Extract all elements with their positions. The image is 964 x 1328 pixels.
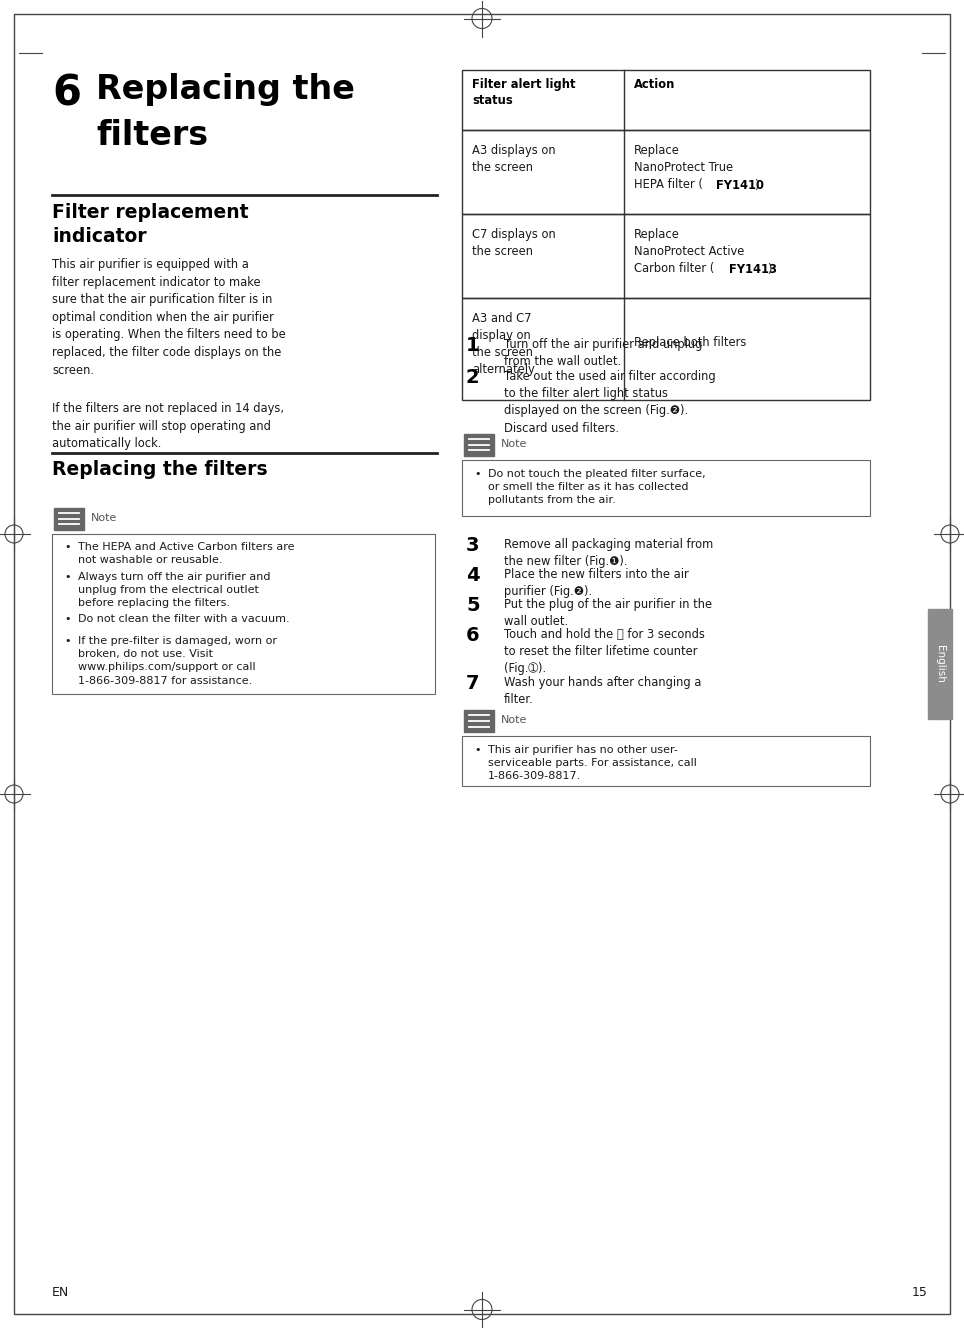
Bar: [52, 534, 435, 695]
Text: Replacing the: Replacing the: [96, 73, 355, 106]
Text: 5: 5: [466, 596, 480, 615]
Bar: [464, 710, 494, 732]
Text: Filter alert light
status: Filter alert light status: [472, 78, 576, 108]
Text: ): ): [767, 263, 771, 276]
Text: Do not touch the pleated filter surface,
or smell the filter as it has collected: Do not touch the pleated filter surface,…: [488, 469, 706, 506]
Text: Replace both filters: Replace both filters: [634, 336, 746, 349]
Text: 4: 4: [466, 566, 480, 586]
Text: 2: 2: [466, 368, 480, 386]
Text: A3 and C7
display on
the screen
alternately: A3 and C7 display on the screen alternat…: [472, 312, 535, 376]
Text: This air purifier has no other user-
serviceable parts. For assistance, call
1-8: This air purifier has no other user- ser…: [488, 745, 697, 781]
Text: EN: EN: [52, 1286, 69, 1299]
Text: FY1410: FY1410: [716, 179, 764, 193]
Text: The HEPA and Active Carbon filters are
not washable or reusable.: The HEPA and Active Carbon filters are n…: [78, 542, 294, 566]
Text: Note: Note: [501, 716, 527, 725]
Bar: [462, 736, 870, 786]
Text: C7 displays on
the screen: C7 displays on the screen: [472, 228, 556, 258]
Text: •: •: [474, 745, 480, 756]
Text: 15: 15: [912, 1286, 928, 1299]
Text: Touch and hold the 🔒 for 3 seconds
to reset the filter lifetime counter
(Fig.➀).: Touch and hold the 🔒 for 3 seconds to re…: [504, 628, 705, 676]
Text: •: •: [64, 614, 70, 624]
Text: Put the plug of the air purifier in the
wall outlet.: Put the plug of the air purifier in the …: [504, 598, 712, 628]
Text: Take out the used air filter according
to the filter alert light status
displaye: Take out the used air filter according t…: [504, 371, 715, 434]
Bar: [928, 610, 952, 718]
Text: Note: Note: [91, 514, 118, 523]
Text: Do not clean the filter with a vacuum.: Do not clean the filter with a vacuum.: [78, 614, 289, 624]
Text: 6: 6: [466, 625, 480, 645]
Text: Always turn off the air purifier and
unplug from the electrical outlet
before re: Always turn off the air purifier and unp…: [78, 572, 271, 608]
Text: FY1413: FY1413: [729, 263, 777, 276]
Text: 6: 6: [52, 73, 81, 116]
Text: •: •: [64, 636, 70, 645]
Text: Remove all packaging material from
the new filter (Fig.❶).: Remove all packaging material from the n…: [504, 538, 713, 568]
Bar: [462, 297, 870, 400]
Text: 3: 3: [466, 537, 479, 555]
Text: This air purifier is equipped with a
filter replacement indicator to make
sure t: This air purifier is equipped with a fil…: [52, 258, 285, 377]
Text: English: English: [935, 645, 945, 683]
Text: If the filters are not replaced in 14 days,
the air purifier will stop operating: If the filters are not replaced in 14 da…: [52, 402, 284, 450]
Bar: [54, 509, 84, 530]
Bar: [462, 459, 870, 517]
Text: Replacing the filters: Replacing the filters: [52, 459, 268, 479]
Text: Replace
NanoProtect Active
Carbon filter (: Replace NanoProtect Active Carbon filter…: [634, 228, 744, 275]
Text: Place the new filters into the air
purifier (Fig.❷).: Place the new filters into the air purif…: [504, 568, 688, 598]
Text: Action: Action: [634, 78, 676, 92]
Bar: [462, 214, 870, 297]
Text: 1: 1: [466, 336, 480, 355]
Text: •: •: [64, 542, 70, 552]
Text: Note: Note: [501, 440, 527, 449]
Text: Turn off the air purifier and unplug
from the wall outlet.: Turn off the air purifier and unplug fro…: [504, 339, 703, 368]
Text: filters: filters: [96, 120, 208, 151]
Text: Replace
NanoProtect True
HEPA filter (: Replace NanoProtect True HEPA filter (: [634, 143, 734, 191]
Text: •: •: [474, 469, 480, 479]
Bar: [462, 130, 870, 214]
Bar: [464, 434, 494, 456]
Text: A3 displays on
the screen: A3 displays on the screen: [472, 143, 555, 174]
Text: 7: 7: [466, 675, 479, 693]
Text: ): ): [755, 179, 759, 193]
Text: •: •: [64, 572, 70, 582]
Bar: [462, 70, 870, 130]
Text: If the pre-filter is damaged, worn or
broken, do not use. Visit
www.philips.com/: If the pre-filter is damaged, worn or br…: [78, 636, 277, 685]
Text: Wash your hands after changing a
filter.: Wash your hands after changing a filter.: [504, 676, 702, 706]
Text: Filter replacement
indicator: Filter replacement indicator: [52, 203, 249, 246]
